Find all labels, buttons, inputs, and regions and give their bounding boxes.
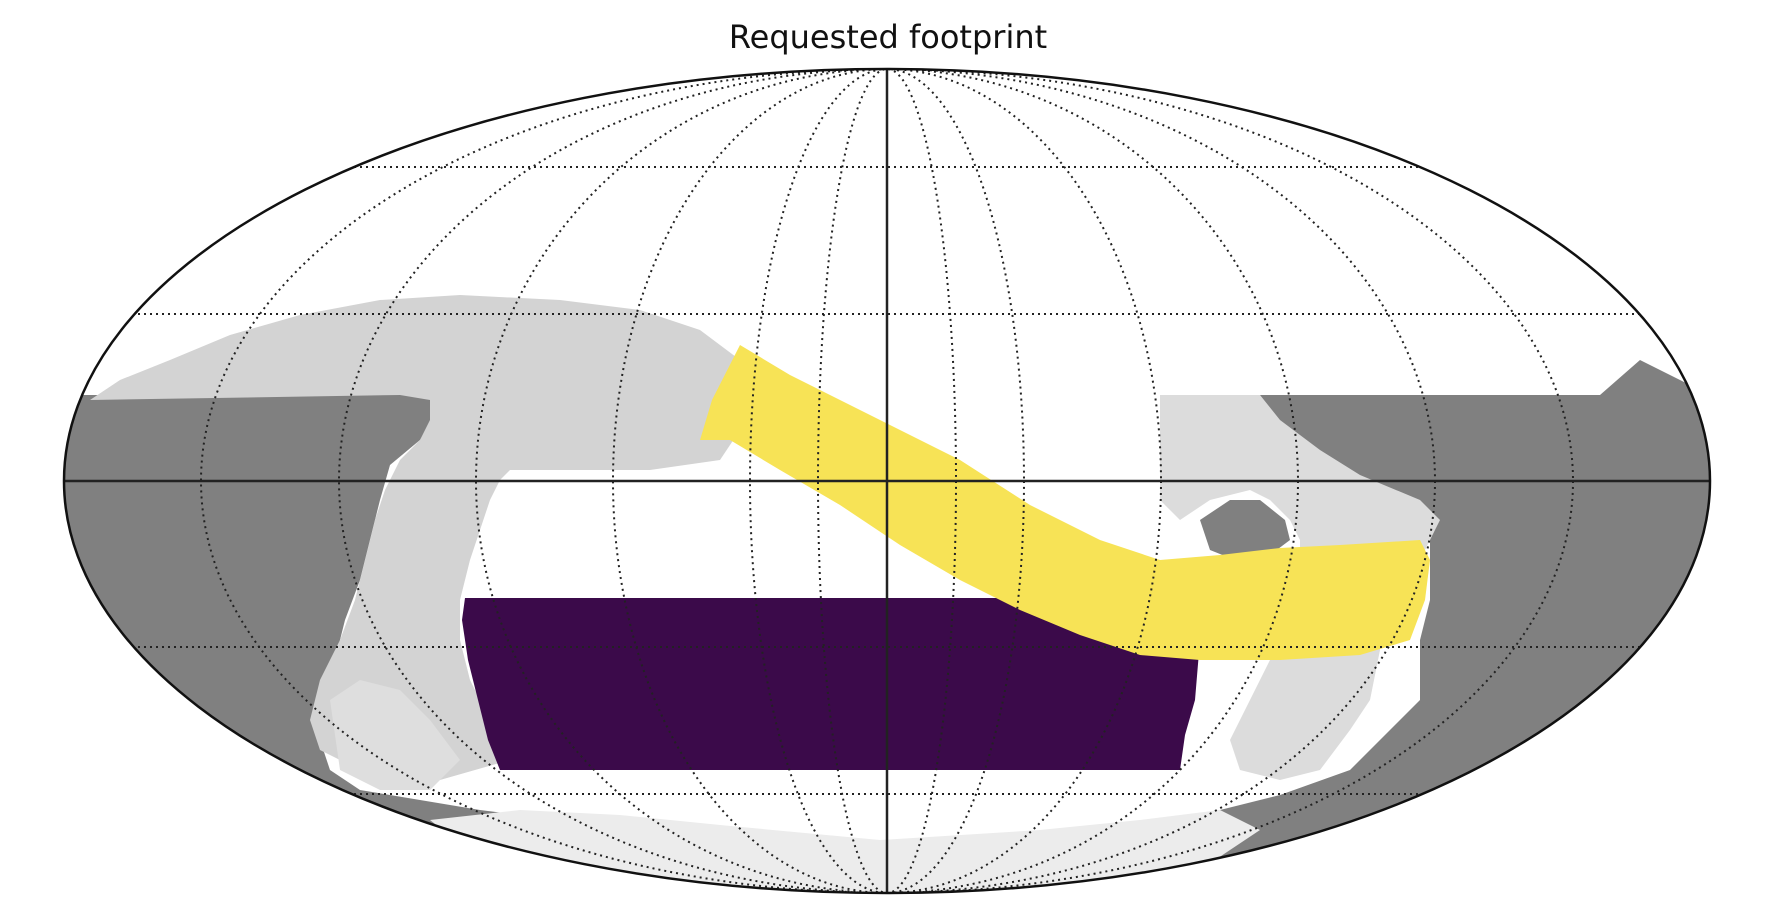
yellow-footprint [700,345,1430,660]
purple-footprint [462,598,1200,770]
light-gray-band [90,295,740,780]
figure-title: Requested footprint [728,18,1048,56]
map-outline [62,67,1712,895]
light-gray-lower-left-arc [330,680,460,790]
dark-gray-right-hole [1200,500,1290,560]
